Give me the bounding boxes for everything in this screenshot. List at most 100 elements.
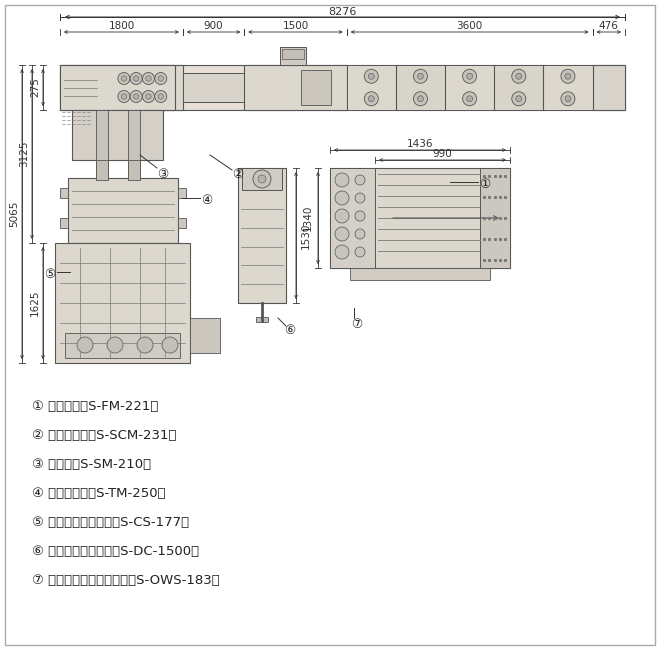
Text: ③: ③ (157, 168, 168, 181)
Bar (280, 47, 306, 65)
Bar (96, 160, 108, 180)
Bar (238, 168, 286, 303)
Circle shape (158, 76, 164, 81)
Circle shape (413, 92, 428, 106)
Text: ① 入紙掛機（S-FM-221）: ① 入紙掛機（S-FM-221） (32, 400, 158, 413)
Circle shape (413, 70, 428, 83)
Bar (65, 333, 180, 358)
Circle shape (77, 337, 93, 353)
Text: 8276: 8276 (328, 7, 356, 17)
Circle shape (418, 96, 424, 102)
Bar (127, 160, 139, 180)
Circle shape (118, 73, 130, 84)
Bar (494, 65, 543, 110)
Circle shape (418, 73, 424, 79)
Text: 1530: 1530 (301, 222, 311, 249)
Bar (178, 188, 186, 198)
Text: 1340: 1340 (303, 205, 313, 231)
Circle shape (121, 94, 127, 99)
Circle shape (565, 73, 571, 79)
Circle shape (162, 337, 178, 353)
Circle shape (143, 73, 154, 84)
Text: 476: 476 (599, 21, 618, 31)
Circle shape (133, 76, 139, 81)
Bar (96, 110, 108, 180)
Bar (72, 110, 163, 160)
Circle shape (463, 70, 477, 83)
Circle shape (335, 191, 349, 205)
Circle shape (368, 96, 374, 102)
Circle shape (355, 175, 365, 185)
Bar (346, 65, 396, 110)
Text: ⑤: ⑤ (44, 268, 55, 281)
Bar (55, 243, 190, 363)
Bar (282, 49, 304, 59)
Circle shape (253, 170, 271, 188)
Text: 1436: 1436 (407, 139, 433, 149)
Circle shape (121, 76, 127, 81)
Circle shape (515, 96, 522, 102)
Circle shape (565, 96, 571, 102)
Bar (68, 178, 178, 243)
Bar (60, 65, 183, 110)
Bar (183, 73, 244, 102)
Text: ⑤ クロススタッカー（S-CS-177）: ⑤ クロススタッカー（S-CS-177） (32, 516, 189, 529)
Bar (242, 168, 282, 190)
Circle shape (515, 73, 522, 79)
Text: ③ 中線機（S-SM-210）: ③ 中線機（S-SM-210） (32, 458, 151, 471)
Circle shape (368, 73, 374, 79)
Bar (480, 168, 510, 268)
Text: 990: 990 (432, 149, 452, 159)
Circle shape (355, 193, 365, 203)
Circle shape (137, 337, 153, 353)
Circle shape (355, 211, 365, 221)
Text: 5065: 5065 (9, 201, 19, 227)
Text: ②: ② (232, 168, 244, 181)
Bar (60, 218, 68, 228)
Bar (330, 168, 375, 268)
Text: 1500: 1500 (282, 21, 309, 31)
Circle shape (130, 73, 142, 84)
Text: 1800: 1800 (108, 21, 135, 31)
Circle shape (335, 209, 349, 223)
Bar (60, 69, 107, 106)
Bar (256, 317, 268, 322)
Circle shape (146, 76, 151, 81)
Circle shape (154, 73, 167, 84)
Text: 275: 275 (30, 77, 40, 98)
Circle shape (355, 229, 365, 239)
Circle shape (107, 337, 123, 353)
Circle shape (258, 175, 266, 183)
Bar (543, 65, 593, 110)
Circle shape (512, 70, 526, 83)
Text: 3125: 3125 (19, 141, 29, 167)
Circle shape (335, 173, 349, 187)
Text: ④: ④ (201, 194, 213, 207)
Text: ⑦ ワンウェイスタッカー（S-OWS-183）: ⑦ ワンウェイスタッカー（S-OWS-183） (32, 574, 220, 587)
Bar (127, 110, 139, 180)
Text: ⑥ デリバリコンベア（S-DC-1500）: ⑥ デリバリコンベア（S-DC-1500） (32, 545, 199, 558)
Text: ② 表紙折掛機（S-SCM-231）: ② 表紙折掛機（S-SCM-231） (32, 429, 176, 442)
Circle shape (158, 94, 164, 99)
Bar (60, 65, 625, 110)
Circle shape (467, 96, 473, 102)
Circle shape (335, 245, 349, 259)
Bar (190, 318, 220, 353)
Circle shape (133, 94, 139, 99)
Text: ①: ① (479, 179, 490, 192)
Circle shape (467, 73, 473, 79)
Circle shape (335, 227, 349, 241)
Circle shape (154, 90, 167, 103)
Circle shape (364, 92, 378, 106)
Bar (445, 65, 494, 110)
Bar (60, 73, 68, 102)
Circle shape (130, 90, 142, 103)
Circle shape (561, 92, 575, 106)
Circle shape (512, 92, 526, 106)
Circle shape (355, 247, 365, 257)
Bar (60, 188, 68, 198)
Bar (396, 65, 445, 110)
Bar (178, 218, 186, 228)
Bar (301, 70, 331, 105)
Text: ④ 三方断裁機（S-TM-250）: ④ 三方断裁機（S-TM-250） (32, 487, 166, 500)
